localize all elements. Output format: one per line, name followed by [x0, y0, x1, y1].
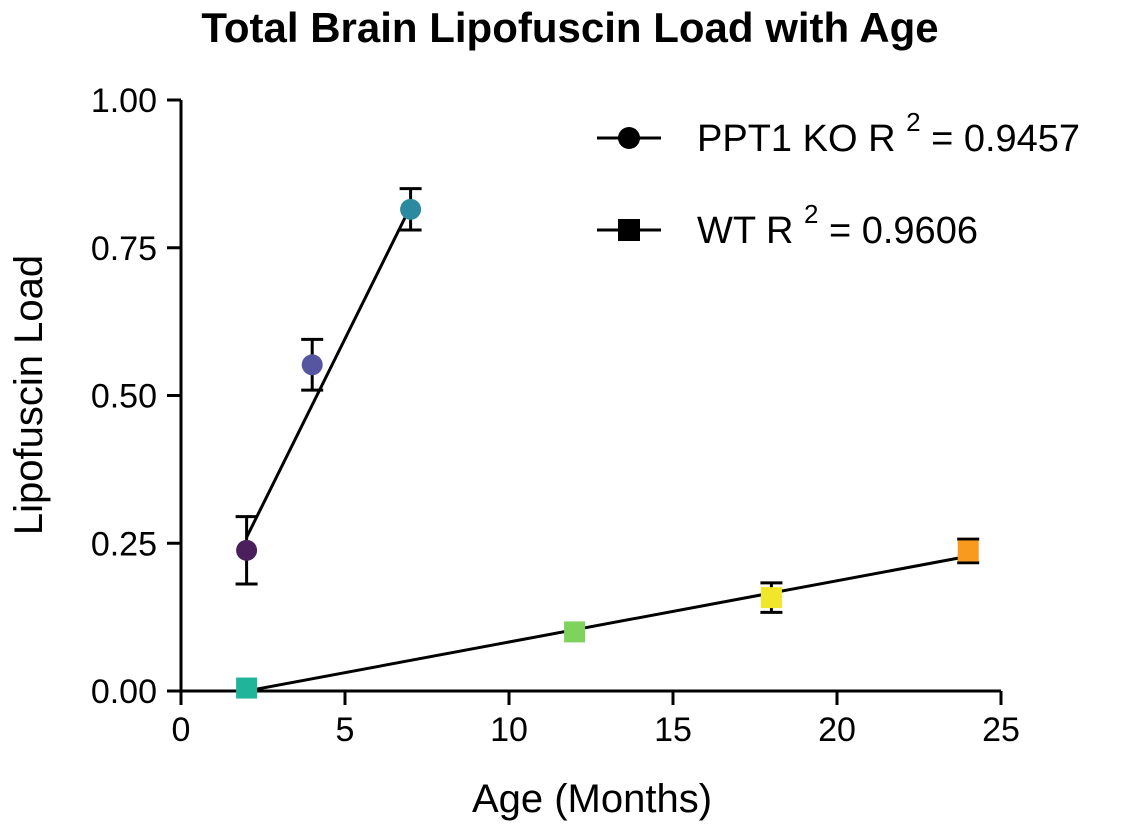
fit-line-ppt1-ko — [245, 205, 412, 539]
x-tick-label: 20 — [818, 711, 856, 749]
legend-label-part: R — [868, 118, 906, 160]
data-point-ppt1-ko — [236, 539, 258, 561]
legend-label-wt: WT R 2 = 0.9606 — [697, 199, 978, 252]
y-tick-label: 0.50 — [91, 378, 157, 416]
x-tick-label: 0 — [172, 711, 191, 749]
x-tick-label: 25 — [982, 711, 1020, 749]
legend-label-part: = 0.9606 — [818, 210, 978, 252]
x-tick-label: 15 — [654, 711, 692, 749]
legend-label-ppt1-ko: PPT1 KO R 2 = 0.9457 — [697, 107, 1080, 160]
x-tick-label: 10 — [490, 711, 528, 749]
fit-line-wt — [246, 554, 969, 693]
plot-marks — [235, 187, 980, 699]
chart-title: Total Brain Lipofuscin Load with Age — [201, 4, 938, 51]
legend-marker-ppt1-ko — [618, 127, 640, 149]
y-tick-label: 0.75 — [91, 230, 157, 268]
x-axis-label: Age (Months) — [472, 777, 712, 821]
legend-label-part: 2 — [906, 107, 920, 137]
data-point-wt — [957, 540, 979, 562]
x-tick-label: 5 — [336, 711, 355, 749]
data-point-ppt1-ko — [400, 198, 422, 220]
y-tick-label: 1.00 — [91, 82, 157, 120]
data-point-wt — [236, 677, 258, 699]
legend-label-part: = 0.9457 — [921, 118, 1081, 160]
y-axis-label: Lipofuscin Load — [7, 255, 51, 535]
legend-label-part: WT — [697, 210, 766, 252]
legend-label-part: R — [766, 210, 804, 252]
y-tick-label: 0.25 — [91, 525, 157, 563]
legend: PPT1 KO R 2 = 0.9457 WT R 2 = 0.9606 — [597, 107, 1080, 252]
legend-label-part: PPT1 KO — [697, 118, 868, 160]
data-point-wt — [564, 621, 586, 643]
axis-ticks: 0 5 10 15 20 25 0.00 0.25 0.50 0.75 1.00 — [91, 82, 1020, 749]
legend-label-part: 2 — [804, 199, 818, 229]
data-point-ppt1-ko — [301, 354, 323, 376]
legend-marker-wt — [618, 219, 640, 241]
data-point-wt — [760, 587, 782, 609]
y-tick-label: 0.00 — [91, 673, 157, 711]
